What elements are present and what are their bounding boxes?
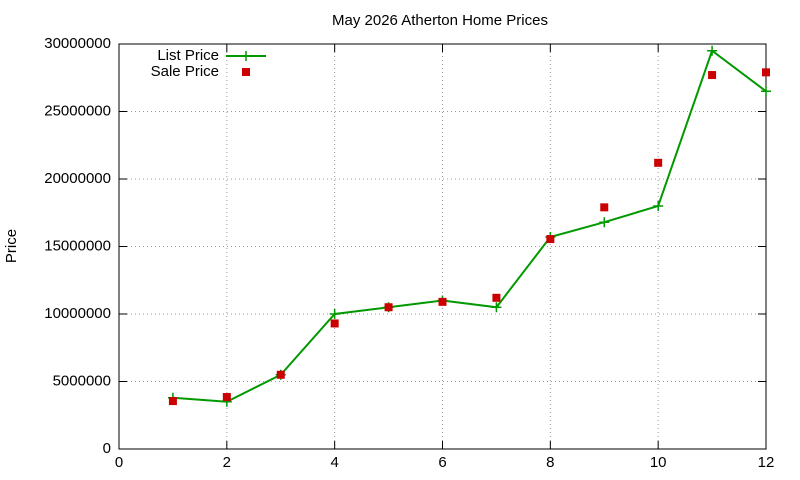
plot-border	[118, 43, 767, 450]
data-point	[653, 201, 664, 211]
data-point	[330, 319, 339, 328]
legend-label: Sale Price	[151, 63, 219, 80]
chart-title: May 2026 Atherton Home Prices	[332, 12, 548, 29]
data-point	[600, 203, 609, 212]
legend-label: List Price	[157, 47, 219, 64]
data-point	[491, 302, 502, 313]
data-point	[276, 370, 285, 379]
data-point	[329, 309, 340, 319]
data-point	[707, 45, 718, 56]
y-tick-label: 30000000	[44, 35, 111, 52]
x-tick-label: 0	[115, 454, 123, 471]
data-point	[761, 86, 771, 97]
legend-swatch	[242, 68, 250, 76]
data-point	[654, 158, 663, 167]
y-tick-label: 15000000	[44, 237, 111, 254]
x-tick-label: 6	[438, 454, 446, 471]
data-point	[168, 397, 177, 406]
y-axis-label: Price	[3, 229, 20, 263]
x-tick-label: 10	[650, 454, 667, 471]
y-tick-label: 20000000	[44, 170, 111, 187]
data-point	[492, 293, 501, 302]
x-tick-label: 4	[330, 454, 338, 471]
data-point	[546, 235, 555, 244]
y-tick-label: 5000000	[53, 372, 111, 389]
data-point	[384, 303, 393, 312]
series-line	[172, 49, 767, 403]
data-point	[222, 393, 231, 402]
data-point	[599, 217, 610, 228]
data-point	[708, 71, 717, 80]
data-point	[438, 297, 447, 306]
y-tick-label: 0	[103, 440, 111, 457]
legend-swatch	[241, 51, 251, 61]
x-tick-label: 8	[546, 454, 554, 471]
x-tick-label: 2	[223, 454, 231, 471]
y-tick-label: 25000000	[44, 102, 111, 119]
data-point	[762, 68, 770, 77]
x-tick-label: 12	[758, 454, 775, 471]
y-tick-label: 10000000	[44, 305, 111, 322]
